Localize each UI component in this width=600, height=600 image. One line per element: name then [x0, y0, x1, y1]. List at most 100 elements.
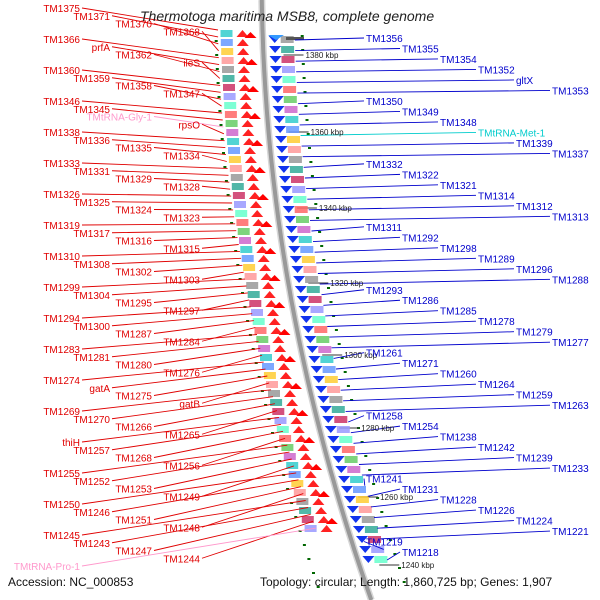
- leader-line-left: [111, 257, 242, 265]
- leader-line-right: [373, 509, 477, 519]
- scale-dot: [301, 63, 305, 65]
- gene-block: [291, 480, 304, 487]
- leader-line-left: [111, 77, 221, 93]
- leader-line-right: [307, 194, 477, 200]
- forward-gene-arrow: [267, 309, 279, 316]
- gene-label-left: TM1248: [163, 523, 200, 534]
- gene-label-left: TM1323: [163, 213, 200, 224]
- leader-line-left: [153, 147, 227, 156]
- gene-label-right: TM1239: [516, 454, 553, 465]
- gene-block: [303, 266, 317, 273]
- gene-label-right: TM1288: [552, 275, 589, 286]
- forward-gene-arrow: [259, 264, 272, 271]
- gene-label-right: TM1218: [402, 548, 439, 559]
- forward-gene-arrow: [312, 498, 325, 505]
- reverse-gene-arrow: [359, 546, 372, 553]
- gene-block: [297, 226, 311, 233]
- gene-label-left: TM1247: [115, 547, 152, 558]
- gene-block: [312, 316, 326, 323]
- gene-block: [256, 336, 269, 343]
- reverse-gene-arrow: [281, 196, 294, 203]
- gene-label-left: TM1316: [115, 237, 152, 248]
- gene-block: [314, 326, 328, 333]
- gene-block: [222, 66, 234, 73]
- gene-block: [276, 426, 289, 433]
- leader-line-right: [340, 383, 477, 391]
- gene-block: [241, 255, 254, 262]
- scale-dot: [302, 77, 306, 79]
- gene-label-left: TM1246: [73, 508, 110, 519]
- scale-dot: [215, 54, 219, 56]
- gene-block: [243, 264, 256, 271]
- leader-line-left: [81, 361, 264, 381]
- forward-gene-arrow: [253, 167, 266, 173]
- leader-line-left: [81, 69, 221, 86]
- gene-block: [293, 196, 307, 203]
- gene-block: [270, 399, 283, 406]
- gene-label-left: TM1358: [115, 82, 152, 93]
- gene-block: [355, 496, 369, 503]
- reverse-gene-arrow: [291, 266, 304, 273]
- leader-line-left: [153, 178, 230, 183]
- scale-dot: [232, 236, 236, 238]
- reverse-gene-arrow: [296, 296, 309, 303]
- gene-label-left: gatB: [179, 399, 200, 410]
- leader-line-left: [201, 123, 225, 135]
- gene-label-right: TM1321: [440, 181, 477, 192]
- forward-gene-arrow: [239, 84, 251, 91]
- gene-label-right: TM1264: [478, 380, 515, 391]
- gene-block: [221, 57, 234, 64]
- gene-label-right: TM1263: [552, 401, 589, 412]
- gene-label-left: TM1283: [43, 345, 80, 356]
- leader-line-right: [316, 257, 477, 264]
- forward-gene-arrow: [307, 480, 320, 487]
- leader-line-left: [111, 396, 274, 420]
- reverse-gene-arrow: [269, 56, 282, 63]
- gene-label-right: TM1285: [440, 307, 477, 318]
- gene-label-right: TM1231: [402, 485, 439, 496]
- backbone-layer: [214, 0, 406, 600]
- reverse-gene-arrow: [276, 156, 289, 163]
- reverse-gene-arrow: [312, 376, 325, 383]
- gene-label-right: TM1242: [478, 443, 515, 454]
- forward-gene-arrow: [315, 507, 328, 514]
- gene-block: [364, 526, 378, 533]
- leader-line-right: [296, 69, 477, 73]
- forward-gene-arrow: [251, 140, 264, 146]
- gene-block: [341, 446, 355, 453]
- gene-label-left: TM1347: [163, 89, 200, 100]
- gene-label-left: TM1280: [115, 361, 152, 372]
- forward-gene-arrow: [288, 408, 301, 415]
- leader-line-right: [380, 530, 551, 540]
- forward-gene-arrow: [276, 354, 288, 361]
- forward-gene-arrow: [278, 329, 291, 335]
- forward-gene-arrow: [310, 464, 323, 470]
- forward-gene-arrow: [309, 489, 322, 496]
- gene-label-right: TM1241: [366, 475, 403, 486]
- scale-dot: [368, 469, 372, 471]
- gene-block: [294, 206, 308, 213]
- leader-line-right: [370, 499, 439, 508]
- leader-line-right: [309, 215, 551, 221]
- forward-gene-arrow: [243, 138, 256, 145]
- gene-block: [254, 327, 267, 334]
- forward-gene-arrow: [303, 437, 316, 443]
- gene-block: [282, 76, 296, 83]
- leader-line-right: [386, 551, 401, 561]
- gene-block: [239, 237, 251, 244]
- gene-block: [234, 201, 246, 208]
- gene-label-left: TM1276: [163, 368, 200, 379]
- reverse-gene-arrow: [294, 286, 307, 293]
- forward-gene-arrow: [284, 356, 296, 362]
- reverse-gene-arrow: [289, 256, 302, 263]
- leader-line-right: [303, 163, 365, 168]
- forward-gene-arrow: [241, 120, 254, 127]
- scale-dot: [278, 460, 282, 462]
- gene-block: [281, 56, 295, 63]
- gene-label-left: TM1268: [115, 454, 152, 465]
- leader-line-left: [201, 92, 222, 107]
- leader-line-left: [201, 520, 314, 559]
- gene-block: [288, 156, 302, 163]
- scale-dot: [398, 567, 401, 569]
